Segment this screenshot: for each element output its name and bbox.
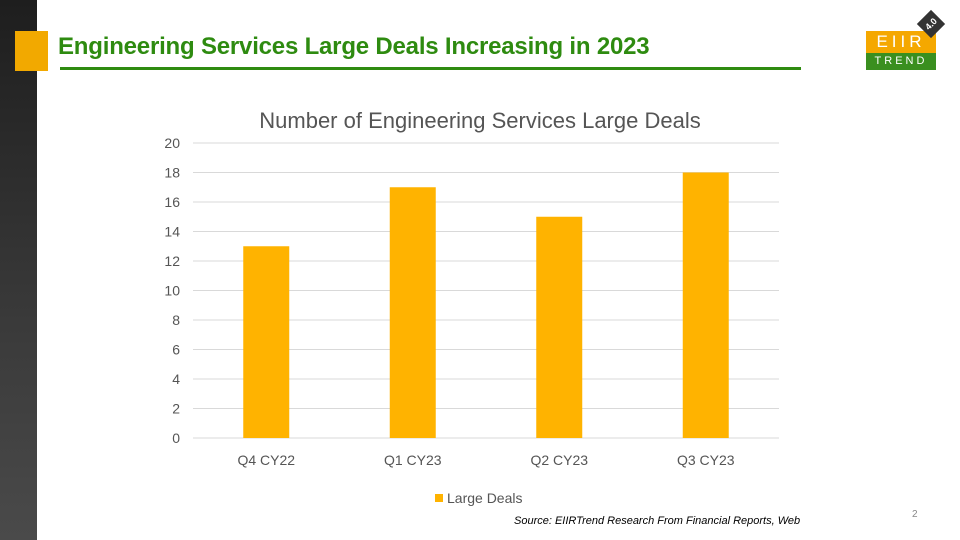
legend-label: Large Deals xyxy=(447,490,523,506)
y-tick-label: 12 xyxy=(164,253,180,269)
y-tick-label: 4 xyxy=(172,371,180,387)
side-strip xyxy=(0,0,37,540)
bar xyxy=(389,187,436,438)
x-tick-label: Q2 CY23 xyxy=(530,452,588,468)
eiirtrend-logo: EIIR TREND 4.0 xyxy=(864,9,946,72)
chart-title: Number of Engineering Services Large Dea… xyxy=(259,108,700,133)
y-tick-label: 20 xyxy=(164,135,180,151)
title-underline xyxy=(60,67,801,70)
bar xyxy=(243,246,290,438)
y-tick-label: 16 xyxy=(164,194,180,210)
chart-legend: Large Deals xyxy=(435,490,523,506)
source-note: Source: EIIRTrend Research From Financia… xyxy=(514,515,801,527)
y-tick-label: 2 xyxy=(172,401,180,417)
logo-bottom-text: TREND xyxy=(866,53,936,70)
logo-top-text: EIIR xyxy=(866,31,936,53)
legend-swatch xyxy=(435,494,443,502)
x-tick-label: Q3 CY23 xyxy=(677,452,735,468)
slide-title: Engineering Services Large Deals Increas… xyxy=(58,33,650,60)
bar xyxy=(536,216,583,438)
y-tick-label: 18 xyxy=(164,165,180,181)
y-tick-label: 8 xyxy=(172,312,180,328)
y-tick-label: 10 xyxy=(164,283,180,299)
x-tick-label: Q1 CY23 xyxy=(384,452,442,468)
page-number: 2 xyxy=(912,509,918,520)
y-tick-label: 14 xyxy=(164,224,180,240)
bar xyxy=(682,172,729,438)
x-tick-label: Q4 CY22 xyxy=(237,452,295,468)
title-accent-square xyxy=(15,31,48,71)
y-tick-label: 0 xyxy=(172,430,180,446)
y-tick-label: 6 xyxy=(172,342,180,358)
